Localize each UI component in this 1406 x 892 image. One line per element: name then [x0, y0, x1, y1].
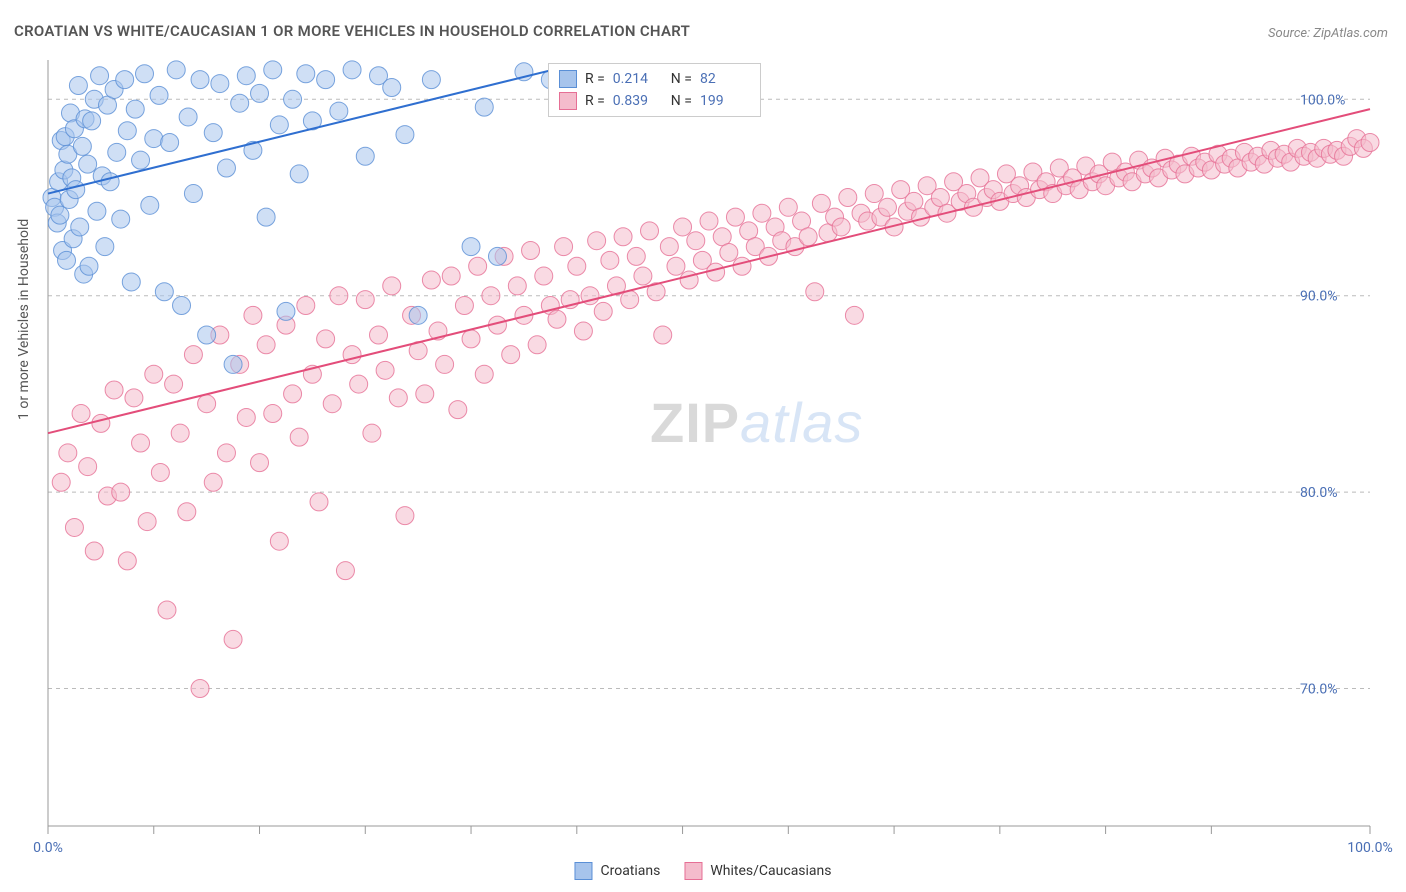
legend-row-croatians: R = 0.214 N = 82 [559, 68, 750, 90]
legend-row-whites: R = 0.839 N = 199 [559, 90, 750, 112]
svg-text:80.0%: 80.0% [1300, 485, 1338, 501]
legend-label-whites: Whites/Caucasians [710, 863, 831, 879]
svg-text:0.0%: 0.0% [33, 840, 63, 856]
svg-text:70.0%: 70.0% [1300, 682, 1338, 698]
n-value-whites: 199 [700, 90, 750, 112]
swatch-icon [574, 862, 592, 880]
swatch-croatians [559, 70, 577, 88]
legend-correlation-box: R = 0.214 N = 82 R = 0.839 N = 199 [548, 63, 761, 117]
r-value-whites: 0.839 [613, 90, 663, 112]
r-value-croatians: 0.214 [613, 68, 663, 90]
swatch-whites [559, 92, 577, 110]
n-label: N = [671, 90, 692, 112]
svg-text:100.0%: 100.0% [1347, 840, 1392, 856]
correlation-chart: CROATIAN VS WHITE/CAUCASIAN 1 OR MORE VE… [0, 0, 1406, 892]
r-label: R = [585, 90, 605, 112]
swatch-icon [684, 862, 702, 880]
legend-item-whites: Whites/Caucasians [684, 862, 831, 880]
chart-svg: 70.0% 80.0% 90.0% 100.0% 0.0% 100.0% [0, 0, 1406, 892]
n-value-croatians: 82 [700, 68, 750, 90]
svg-text:100.0%: 100.0% [1300, 92, 1345, 108]
legend-label-croatians: Croatians [600, 863, 660, 879]
legend-item-croatians: Croatians [574, 862, 660, 880]
svg-text:90.0%: 90.0% [1300, 289, 1338, 305]
legend-series: Croatians Whites/Caucasians [574, 862, 831, 880]
r-label: R = [585, 68, 605, 90]
n-label: N = [671, 68, 692, 90]
